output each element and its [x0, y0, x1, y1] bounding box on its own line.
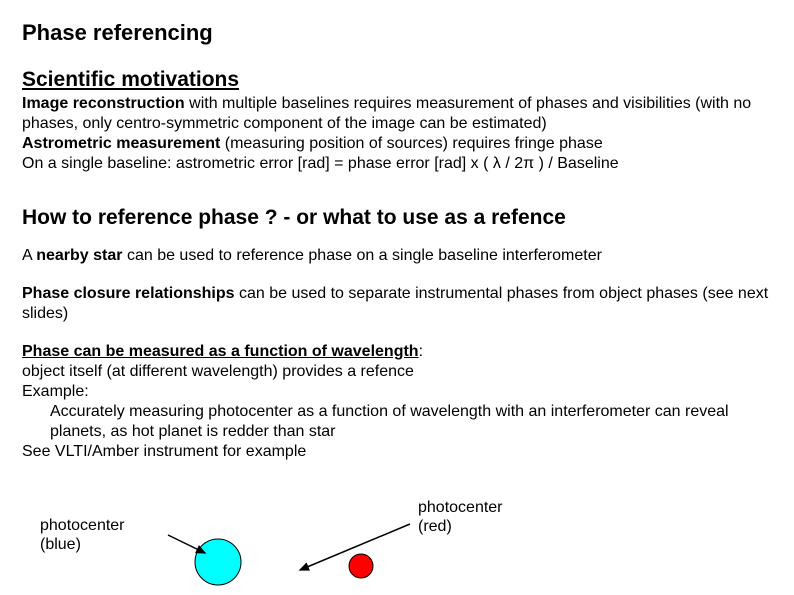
- nearby-post: can be used to reference phase on a sing…: [123, 247, 602, 264]
- astro-bold: Astrometric measurement: [22, 135, 220, 152]
- baseline-text: On a single baseline: astrometric error …: [22, 155, 619, 172]
- wavelength-para: Phase can be measured as a function of w…: [22, 342, 772, 462]
- wave-colon: :: [419, 343, 423, 360]
- section-howto-heading: How to reference phase ? - or what to us…: [22, 206, 772, 230]
- closure-para: Phase closure relationships can be used …: [22, 284, 772, 324]
- label-blue-l1: photocenter: [40, 517, 125, 534]
- astro-text: (measuring position of sources) requires…: [220, 135, 602, 152]
- page-title: Phase referencing: [22, 20, 772, 46]
- nearby-pre: A: [22, 247, 36, 264]
- wave-bold: Phase can be measured as a function of w…: [22, 343, 419, 360]
- closure-bold: Phase closure relationships: [22, 285, 235, 302]
- wave-line2: Example:: [22, 383, 89, 400]
- slide-page: Phase referencing Scientific motivations…: [0, 0, 794, 595]
- label-photocenter-red: photocenter (red): [418, 498, 503, 536]
- wave-line4: See VLTI/Amber instrument for example: [22, 443, 306, 460]
- label-photocenter-blue: photocenter (blue): [40, 516, 125, 554]
- section-scientific-heading: Scientific motivations: [22, 68, 772, 92]
- wave-line1: object itself (at different wavelength) …: [22, 363, 414, 380]
- label-red-l1: photocenter: [418, 499, 503, 516]
- wave-line3: Accurately measuring photocenter as a fu…: [22, 402, 772, 442]
- nearby-star-para: A nearby star can be used to reference p…: [22, 246, 772, 266]
- scientific-body: Image reconstruction with multiple basel…: [22, 94, 772, 174]
- label-blue-l2: (blue): [40, 536, 81, 553]
- imgrecon-bold: Image reconstruction: [22, 95, 185, 112]
- nearby-bold: nearby star: [36, 247, 122, 264]
- label-red-l2: (red): [418, 518, 452, 535]
